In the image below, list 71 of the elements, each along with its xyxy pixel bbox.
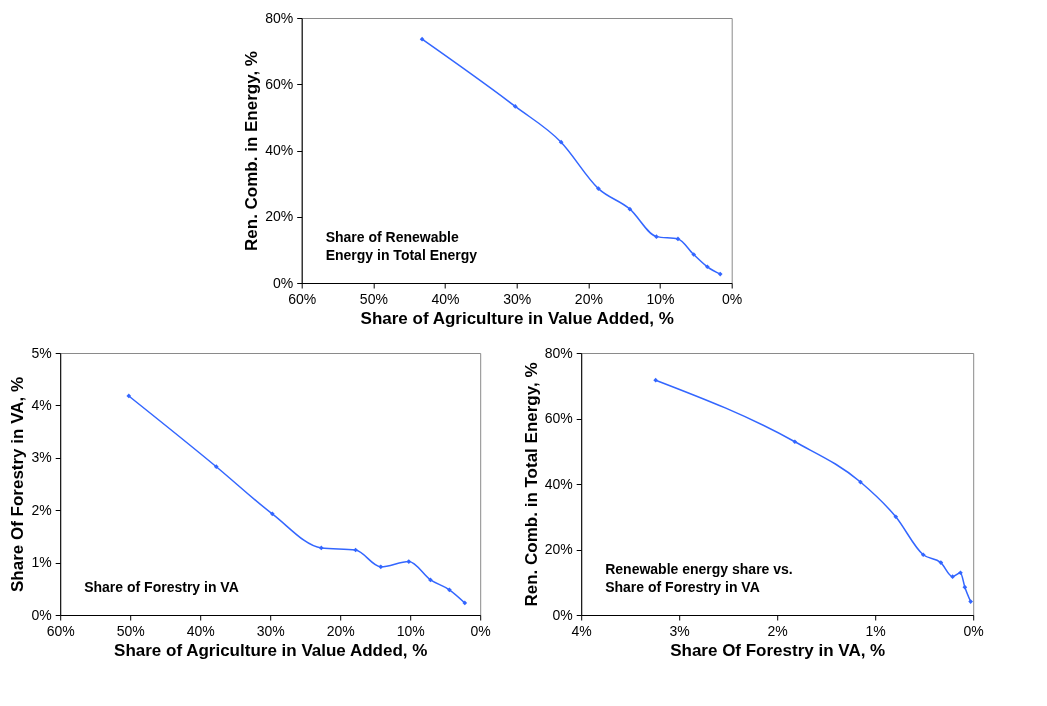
y-tick-label: 1% bbox=[31, 554, 52, 571]
x-tick-label: 0% bbox=[722, 290, 743, 307]
x-tick-label: 10% bbox=[396, 622, 425, 639]
x-tick-label: 10% bbox=[646, 290, 675, 307]
point bbox=[704, 264, 710, 270]
y-tick-label: 20% bbox=[265, 208, 294, 225]
x-tick-label: 40% bbox=[431, 290, 460, 307]
y-tick-label: 2% bbox=[31, 501, 52, 518]
x-tick-label: 20% bbox=[326, 622, 355, 639]
y-tick-label: 80% bbox=[265, 9, 294, 26]
y-tick-label: 0% bbox=[31, 606, 52, 623]
x-tick-label: 2% bbox=[767, 622, 788, 639]
point bbox=[596, 186, 601, 191]
point bbox=[213, 464, 219, 470]
point bbox=[893, 514, 899, 520]
x-tick-label: 1% bbox=[865, 622, 886, 639]
point bbox=[653, 377, 659, 383]
x-tick-label: 4% bbox=[571, 622, 592, 639]
x-tick-label: 30% bbox=[256, 622, 285, 639]
point bbox=[378, 564, 384, 570]
y-tick-label: 40% bbox=[544, 475, 573, 492]
point bbox=[318, 545, 324, 551]
annotation: Renewable energy share vs. Share of Forestry in VA bbox=[605, 561, 793, 595]
y-axis-title: Share Of Forestry in VA, % bbox=[8, 376, 28, 593]
point bbox=[962, 584, 968, 590]
annotation: Share of Renewable Energy in Total Energy bbox=[325, 229, 478, 263]
y-tick-label: 0% bbox=[552, 606, 573, 623]
point bbox=[938, 560, 944, 565]
x-axis-title: Share of Agriculture in Value Added, % bbox=[360, 308, 674, 328]
point bbox=[462, 600, 468, 606]
point bbox=[512, 104, 518, 109]
x-tick-label: 0% bbox=[963, 622, 984, 639]
point bbox=[406, 559, 412, 564]
x-tick-label: 50% bbox=[116, 622, 145, 639]
x-tick-label: 30% bbox=[503, 290, 532, 307]
point bbox=[558, 139, 564, 145]
point bbox=[920, 552, 926, 558]
point bbox=[126, 393, 132, 399]
annotation: Share of Forestry in VA bbox=[84, 579, 239, 595]
point bbox=[447, 587, 452, 593]
point bbox=[419, 36, 425, 42]
y-tick-label: 40% bbox=[265, 142, 294, 158]
point bbox=[950, 574, 955, 580]
y-tick-label: 4% bbox=[31, 396, 52, 413]
x-axis-title: Share Of Forestry in VA, % bbox=[670, 640, 886, 660]
x-axis-title: Share of Agriculture in Value Added, % bbox=[114, 640, 428, 660]
point bbox=[627, 206, 633, 212]
point bbox=[675, 236, 681, 242]
x-tick-label: 0% bbox=[470, 622, 491, 639]
x-tick-label: 50% bbox=[359, 290, 388, 307]
y-tick-label: 60% bbox=[544, 410, 573, 426]
y-tick-label: 0% bbox=[272, 274, 294, 291]
y-tick-label: 20% bbox=[544, 541, 573, 557]
y-axis-title: Ren. Comb. in Total Energy, % bbox=[521, 362, 541, 607]
point bbox=[654, 234, 659, 239]
x-tick-label: 40% bbox=[186, 622, 215, 639]
x-tick-label: 20% bbox=[574, 290, 603, 307]
y-axis-title: Ren. Comb. in Energy, % bbox=[242, 51, 262, 251]
y-tick-label: 80% bbox=[544, 344, 573, 361]
point bbox=[717, 271, 723, 277]
y-tick-label: 60% bbox=[265, 75, 294, 92]
x-tick-label: 3% bbox=[669, 622, 690, 639]
point bbox=[792, 439, 798, 445]
point bbox=[968, 599, 973, 604]
y-tick-label: 5% bbox=[31, 344, 52, 361]
y-tick-label: 3% bbox=[31, 449, 52, 466]
point bbox=[269, 511, 275, 517]
point bbox=[958, 570, 963, 576]
point bbox=[691, 252, 697, 257]
x-tick-label: 60% bbox=[288, 290, 317, 307]
x-tick-label: 60% bbox=[46, 622, 75, 639]
